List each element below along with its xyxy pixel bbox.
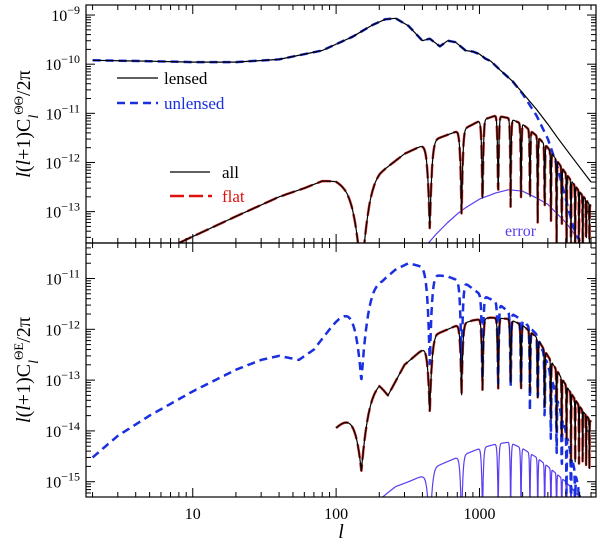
te-y-tick-label: 10−13 (45, 368, 80, 390)
te-all-curve (335, 317, 592, 472)
tt-y-tick-label: 10−11 (46, 101, 80, 123)
x-tick-label: 100 (324, 506, 348, 523)
tt-y-tick-label: 10−12 (45, 150, 80, 172)
x-tick-label: 1000 (463, 506, 495, 523)
legend-flat: flat (170, 187, 245, 206)
te-panel: 10 100 1000 10−15 10−14 10−13 10−12 10−11 l(l+1… (11, 242, 597, 523)
tt-error-curve (427, 189, 581, 243)
te-y-tick-label: 10−11 (46, 267, 80, 289)
tt-y-axis-label: l(l+1)ClΘΘ/2π (11, 70, 42, 177)
tt-y-tick-label: 10−10 (45, 52, 80, 74)
te-panel-frame (85, 242, 597, 498)
te-y-axis-label: l(l+1)ClΘE/2π (11, 317, 42, 423)
legend-unlensed: unlensed (117, 94, 225, 113)
te-unlensed-curve (91, 261, 581, 497)
legend-lensed: lensed (117, 69, 208, 88)
legend-unlensed-label: unlensed (164, 94, 225, 113)
x-axis-label: l (338, 521, 344, 543)
te-y-tick-label: 10−12 (45, 317, 80, 339)
legend-flat-label: flat (222, 187, 245, 206)
tt-unlensed-curve (92, 17, 581, 242)
te-y-tick-label: 10−14 (45, 419, 80, 441)
tt-y-tick-label: 10−9 (51, 3, 80, 25)
tt-panel: 10−13 10−12 10−11 10−10 10−9 l(l+1)ClΘΘ/2π l… (11, 3, 597, 244)
tt-y-tick-label: 10−13 (45, 200, 80, 222)
tt-lensed-curve (92, 17, 592, 183)
error-annotation: error (505, 223, 537, 240)
legend-all-label: all (222, 163, 239, 182)
te-y-tick-label: 10−15 (45, 470, 80, 492)
te-error-curve (381, 441, 580, 497)
tt-all-curve (178, 115, 592, 243)
legend-all: all (170, 163, 239, 182)
legend-lensed-label: lensed (164, 69, 208, 88)
x-tick-label: 10 (185, 506, 201, 523)
